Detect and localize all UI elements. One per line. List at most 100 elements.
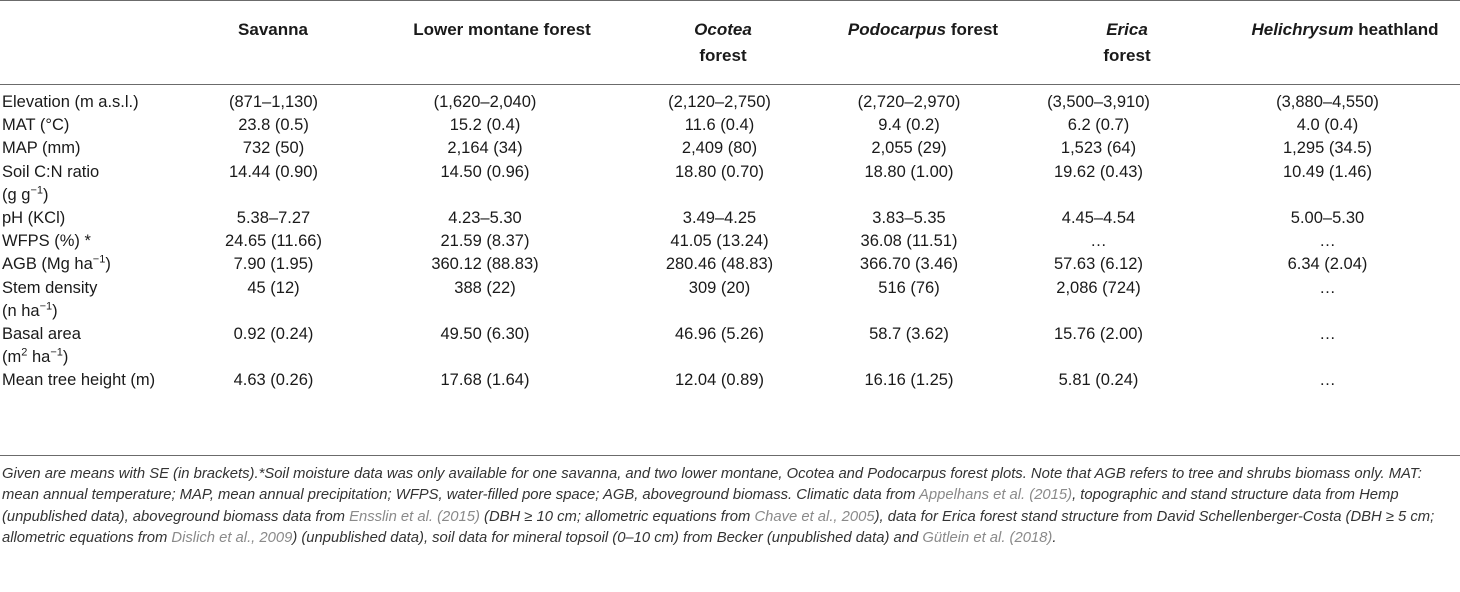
table-cell: 45 (12) [247, 278, 300, 297]
table-cell: 12.04 (0.89) [675, 371, 764, 390]
footnote-text: (DBH ≥ 10 cm; allometric equations from [479, 508, 755, 525]
header-italic-text: Helichrysum [1251, 20, 1354, 39]
table-cell: 5.81 (0.24) [1058, 371, 1139, 390]
row-label-line2: (m [2, 348, 22, 367]
superscript: 2 [21, 346, 28, 359]
row-label: WFPS (%) * [2, 232, 91, 251]
table-cell: (2,120–2,750) [668, 93, 771, 111]
header-rule [0, 84, 1460, 85]
table-row-soil-cn: Soil C:N ratio (g g−1) 14.44 (0.90) 14.50… [0, 161, 1460, 207]
table-top-rule [0, 0, 1460, 1]
table-cell: 9.4 (0.2) [878, 116, 940, 135]
table-cell: 280.46 (48.83) [665, 255, 774, 274]
table-footnote: Given are means with SE (in brackets).*S… [2, 464, 1458, 550]
table-cell: 4.23–5.30 [448, 209, 522, 228]
row-label-close: ) [105, 255, 111, 274]
table-cell: 2,164 (34) [447, 139, 523, 158]
table-cell: (3,880–4,550) [1276, 93, 1379, 111]
header-italic-text: Ocotea [694, 20, 752, 39]
column-header-savanna: Savanna [198, 17, 348, 43]
table-cell: … [1090, 232, 1107, 251]
table-cell: 24.65 (11.66) [225, 232, 322, 251]
table-cell: 14.44 (0.90) [229, 162, 318, 181]
table-cell: 41.05 (13.24) [670, 232, 769, 251]
column-header-helichrysum: Helichrysum heathland [1228, 17, 1460, 43]
table-cell: (2,720–2,970) [857, 93, 961, 111]
table-cell: 6.34 (2.04) [1287, 255, 1368, 274]
table-cell: 23.8 (0.5) [238, 116, 309, 135]
table-cell: … [1319, 232, 1336, 251]
table-cell: 3.83–5.35 [872, 209, 946, 228]
row-label: AGB (Mg ha−1) [0, 253, 200, 276]
table-cell: 0.92 (0.24) [233, 325, 314, 344]
header-text: forest [1103, 46, 1151, 65]
table-cell: 516 (76) [878, 278, 940, 297]
table-cell: (1,620–2,040) [433, 93, 537, 111]
row-label-line2: (g g [2, 185, 31, 204]
table-cell: 15.76 (2.00) [1054, 325, 1143, 344]
table-cell: (871–1,130) [229, 93, 318, 111]
citation-link[interactable]: Chave et al., 2005 [754, 508, 875, 525]
table-cell: 49.50 (6.30) [440, 325, 530, 344]
row-label: MAT (°C) [2, 116, 70, 135]
table-cell: 3.49–4.25 [682, 209, 757, 228]
header-italic-text: Podocarpus [847, 20, 947, 39]
citation-link[interactable]: Appelhans et al. (2015) [919, 487, 1073, 504]
table-cell: 360.12 (88.83) [431, 255, 539, 274]
table-cell: … [1319, 278, 1336, 297]
table-row-agb: AGB (Mg ha−1) 7.90 (1.95) 360.12 (88.83)… [0, 253, 1460, 276]
table-cell: 1,295 (34.5) [1283, 139, 1372, 158]
header-text: forest [699, 46, 747, 65]
table-cell: 309 (20) [688, 278, 751, 297]
row-label: MAP (mm) [2, 139, 81, 158]
superscript: −1 [30, 184, 43, 197]
row-label-close: ) [52, 301, 58, 320]
table-cell: 11.6 (0.4) [684, 116, 755, 135]
column-header-ocotea: Ocotea forest [648, 17, 798, 69]
table-cell: 36.08 (11.51) [860, 232, 958, 251]
table-cell: 16.16 (1.25) [864, 371, 954, 390]
column-header-erica: Erica forest [1052, 17, 1202, 69]
table-cell: 4.63 (0.26) [233, 371, 314, 390]
table-cell: 15.2 (0.4) [449, 116, 521, 135]
table-cell: 7.90 (1.95) [233, 255, 314, 274]
table-cell: 18.80 (1.00) [864, 162, 954, 181]
row-label: Soil C:N ratio (g g−1) [0, 161, 200, 207]
table-row-map: MAP (mm) 732 (50) 2,164 (34) 2,409 (80) … [0, 137, 1460, 160]
row-label-close: ) [62, 348, 69, 367]
citation-link[interactable]: Dislich et al., 2009 [171, 530, 293, 547]
footnote-text: , topographic and stand structure data f… [2, 487, 1399, 525]
table-cell: 46.96 (5.26) [675, 325, 764, 344]
header-italic-text: Erica [1106, 20, 1148, 39]
data-table: Elevation (m a.s.l.) (871–1,130) (1,620–… [0, 91, 1460, 393]
table-cell: 2,409 (80) [681, 139, 758, 158]
row-label: Elevation (m a.s.l.) [2, 93, 139, 111]
superscript: −1 [92, 253, 106, 266]
table-row-mat: MAT (°C) 23.8 (0.5) 15.2 (0.4) 11.6 (0.4… [0, 114, 1460, 137]
table-row-wfps: WFPS (%) * 24.65 (11.66) 21.59 (8.37) 41… [0, 230, 1460, 253]
footnote-text: ), data for Erica forest stand structure… [2, 508, 1435, 547]
table-cell: 2,086 (724) [1056, 278, 1141, 297]
table-cell: 732 (50) [242, 139, 305, 158]
table-cell: 14.50 (0.96) [440, 162, 530, 181]
row-label-unit: ha [27, 348, 51, 367]
table-row-elevation: Elevation (m a.s.l.) (871–1,130) (1,620–… [0, 91, 1460, 114]
table-cell: 21.59 (8.37) [440, 232, 530, 251]
row-label-line1: Soil C:N ratio [2, 162, 100, 181]
citation-link[interactable]: Gütlein et al. (2018) [922, 530, 1053, 547]
table-cell: 18.80 (0.70) [675, 162, 764, 181]
citation-link[interactable]: Ensslin et al. (2015) [349, 508, 480, 525]
table-bottom-rule [0, 455, 1460, 456]
table-cell: 6.2 (0.7) [1067, 116, 1130, 135]
footnote-text: ) (unpublished data), soil data for mine… [292, 530, 923, 547]
table-row-basal-area: Basal area (m2 ha−1) 0.92 (0.24) 49.50 (6… [0, 323, 1460, 369]
table-cell: 2,055 (29) [871, 139, 947, 158]
table-cell: 58.7 (3.62) [869, 325, 949, 344]
header-text: Lower montane forest [413, 20, 591, 39]
row-label: Basal area (m2 ha−1) [0, 323, 200, 369]
table-cell: … [1319, 371, 1336, 390]
footnote-text: . [1052, 530, 1057, 547]
table-cell: … [1319, 325, 1336, 344]
header-text: forest [946, 20, 999, 39]
row-label-line1: Stem density [2, 278, 98, 297]
